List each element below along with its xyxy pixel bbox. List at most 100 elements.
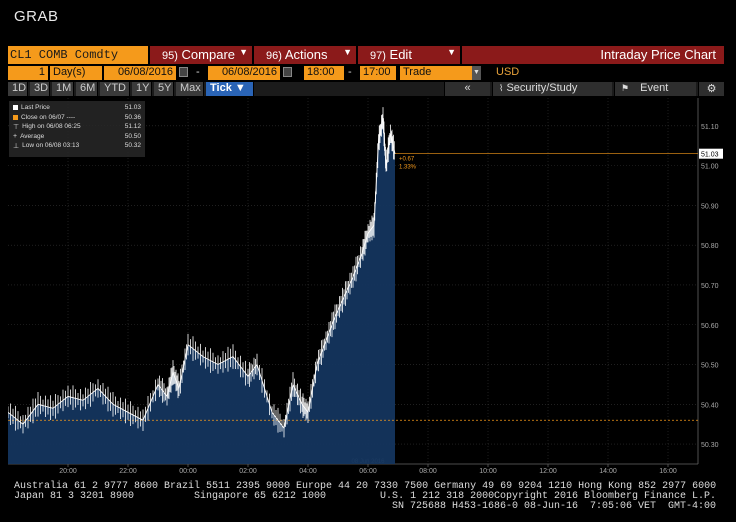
legend-close: Close on 06/07 ---- 50.36 (13, 113, 141, 123)
command-bar: CL1 COMB Comdty 95) Compare ▼ 96) Action… (8, 46, 724, 64)
price-chart-svg[interactable]: 50.30 50.40 50.50 50.60 50.70 50.80 50.90 51.00… (8, 98, 724, 476)
settings-gear-icon[interactable]: ⚙ (698, 82, 724, 96)
last-price-tag (699, 148, 723, 159)
y-tick-label: 50.80 (701, 243, 719, 250)
legend-low: ⊥ Low on 06/08 03:13 50.32 (13, 141, 141, 151)
change-percent: 1.33% (399, 165, 417, 171)
y-tick-label: 50.70 (701, 283, 719, 290)
date-separator: - (196, 66, 200, 78)
range-bar: 1 Day(s) 06/08/2016 - 06/08/2016 18:00 -… (8, 66, 724, 80)
period-bar: 1D 3D 1M 6M YTD 1Y 5Y Max Tick ▼ « ⌇ Sec… (8, 82, 724, 96)
start-time-input[interactable]: 18:00 (304, 66, 344, 80)
legend-label: High on 06/08 06:25 (22, 123, 81, 131)
period-1y[interactable]: 1Y (132, 82, 152, 96)
footer-contacts-1: Australia 61 2 9777 8600 Brazil 5511 239… (14, 481, 717, 492)
footer-session: SN 725688 H453-1686-0 08-Jun-16 7:05:06 … (391, 501, 716, 512)
legend-label: Average (20, 132, 45, 140)
data-type-select[interactable]: Trade (400, 66, 472, 80)
edit-num: 97) (370, 50, 386, 62)
x-tick-label: 04:00 (299, 468, 317, 475)
x-tick-label: 16:00 (659, 468, 677, 475)
window-title: GRAB (14, 8, 59, 25)
compare-label: Compare (181, 47, 235, 62)
x-tick-label: 12:00 (539, 468, 557, 475)
period-1d[interactable]: 1D (8, 82, 28, 96)
security-study-label: Security/Study (506, 82, 578, 94)
low-marker-icon: ⊥ (13, 142, 20, 150)
compare-num: 95) (162, 50, 178, 62)
legend-value: 50.36 (124, 113, 141, 121)
y-tick-label: 50.40 (701, 402, 719, 409)
x-tick-label: 20:00 (59, 468, 77, 475)
period-count-input[interactable]: 1 (8, 66, 48, 80)
x-tick-label: 10:00 (479, 468, 497, 475)
x-tick-label: 08:00 (419, 468, 437, 475)
x-tick-label: 00:00 (179, 468, 197, 475)
legend-high: ⊤ High on 06/08 06:25 51.12 (13, 122, 141, 132)
edit-button[interactable]: 97) Edit ▼ (360, 46, 462, 64)
legend-value: 51.03 (124, 104, 141, 112)
edit-label: Edit (389, 47, 412, 62)
x-tick-label: 02:00 (239, 468, 257, 475)
function-title: Intraday Price Chart (600, 47, 716, 62)
time-separator: - (348, 66, 352, 78)
y-tick-label: 50.50 (701, 363, 719, 370)
start-date-input[interactable]: 06/08/2016 (104, 66, 176, 80)
collapse-button[interactable]: « (444, 82, 490, 96)
y-tick-label: 50.60 (701, 323, 719, 330)
event-button[interactable]: ⚑ Event (614, 82, 696, 96)
security-study-button[interactable]: ⌇ Security/Study (492, 82, 612, 96)
chevron-down-icon: ▼ (239, 47, 248, 57)
x-tick-label: 14:00 (599, 468, 617, 475)
period-1m[interactable]: 1M (52, 82, 74, 96)
chevron-down-icon: ▼ (343, 47, 352, 57)
price-area (8, 117, 395, 465)
calendar-icon[interactable] (179, 67, 188, 77)
average-marker-icon: + (13, 132, 18, 140)
legend-value: 50.50 (124, 132, 141, 140)
currency-label[interactable]: USD (496, 66, 520, 78)
legend-label: Close on 06/07 ---- (21, 113, 76, 121)
y-tick-label: 51.00 (701, 164, 719, 171)
legend-label: Last Price (21, 104, 50, 112)
chevron-down-icon[interactable]: ▼ (472, 66, 481, 80)
change-value: +0.67 (399, 157, 415, 163)
legend-swatch (13, 114, 18, 120)
legend-average: + Average 50.50 (13, 132, 141, 142)
end-time-input[interactable]: 17:00 (360, 66, 396, 80)
actions-label: Actions (284, 47, 328, 62)
event-label: Event (640, 82, 669, 94)
chart-line-icon: ⌇ (499, 83, 504, 93)
footer: Australia 61 2 9777 8600 Brazil 5511 239… (8, 480, 724, 522)
compare-button[interactable]: 95) Compare ▼ (152, 46, 254, 64)
chart-legend[interactable]: Last Price 51.03 Close on 06/07 ---- 50.… (9, 101, 145, 157)
y-tick-label: 50.90 (701, 203, 719, 210)
actions-button[interactable]: 96) Actions ▼ (256, 46, 358, 64)
flag-icon: ⚑ (621, 83, 630, 93)
legend-last-price: Last Price 51.03 (13, 103, 141, 113)
price-chart[interactable]: 50.30 50.40 50.50 50.60 50.70 50.80 50.90 51.00… (8, 98, 724, 476)
high-marker-icon: ⊤ (13, 123, 20, 131)
legend-value: 50.32 (124, 142, 141, 150)
period-5y[interactable]: 5Y (154, 82, 174, 96)
period-ytd[interactable]: YTD (100, 82, 130, 96)
footer-contacts-2: Japan 81 3 3201 8900 Singapore 65 6212 1… (14, 491, 495, 502)
period-max[interactable]: Max (176, 82, 204, 96)
actions-num: 96) (266, 50, 282, 62)
end-date-input[interactable]: 06/08/2016 (208, 66, 280, 80)
period-unit-select[interactable]: Day(s) (50, 66, 102, 80)
x-tick-label: 06:00 (359, 468, 377, 475)
calendar-icon[interactable] (283, 67, 292, 77)
last-price-tag-text: 51.03 (701, 152, 719, 159)
footer-copyright: Copyright 2016 Bloomberg Finance L.P. (493, 491, 716, 502)
legend-value: 51.12 (124, 123, 141, 131)
period-3d[interactable]: 3D (30, 82, 50, 96)
tick-dropdown[interactable]: Tick ▼ (206, 82, 254, 96)
legend-label: Low on 06/08 03:13 (22, 142, 80, 150)
y-tick-label: 50.30 (701, 442, 719, 449)
ticker-field[interactable]: CL1 COMB Comdty (8, 46, 150, 64)
legend-swatch (13, 105, 18, 111)
period-6m[interactable]: 6M (76, 82, 98, 96)
chevron-down-icon: ▼ (447, 47, 456, 57)
y-tick-label: 51.10 (701, 124, 719, 131)
